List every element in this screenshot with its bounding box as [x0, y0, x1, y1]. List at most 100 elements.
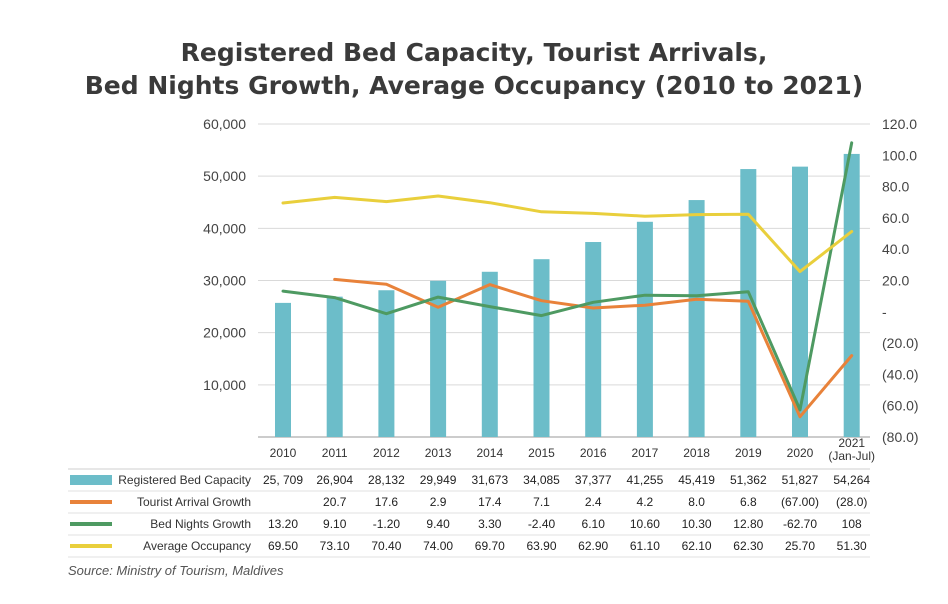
x-tick-label: 2021 (Jan-Jul) — [828, 436, 875, 463]
x-tick-label-line: 2011 — [322, 446, 348, 460]
bar — [843, 153, 860, 438]
bar — [430, 280, 447, 437]
table-cell: 7.1 — [533, 495, 550, 509]
table-cell: 62.10 — [682, 539, 712, 553]
table-cell: 10.30 — [682, 517, 712, 531]
bar — [275, 302, 291, 437]
table-cell: 29,949 — [420, 473, 457, 487]
table-cell: 45,419 — [678, 473, 715, 487]
table-cell: 108 — [842, 517, 862, 531]
x-tick-label-line: 2020 — [787, 446, 814, 460]
left-tick-label: 50,000 — [203, 168, 246, 184]
table-cell: 4.2 — [637, 495, 654, 509]
table-row-label: Registered Bed Capacity — [118, 473, 251, 487]
x-tick-label: 2012 — [373, 446, 400, 460]
right-tick-label: (20.0) — [882, 335, 919, 351]
x-tick-label: 2019 — [735, 446, 762, 460]
right-tick-label: (60.0) — [882, 398, 919, 414]
table-cell: 69.50 — [268, 539, 298, 553]
table-row-label: Tourist Arrival Growth — [137, 495, 251, 509]
table-cell: 17.6 — [375, 495, 399, 509]
right-tick-label: 100.0 — [882, 147, 917, 163]
table-cell: 62.90 — [578, 539, 608, 553]
gridlines — [258, 123, 870, 438]
x-tick-label: 2016 — [580, 446, 607, 460]
chart-title-line2: Bed Nights Growth, Average Occupancy (20… — [84, 71, 864, 100]
table-cell: 25.70 — [785, 539, 815, 553]
x-tick-label-line: (Jan-Jul) — [828, 449, 875, 463]
table-row-label: Average Occupancy — [143, 539, 251, 553]
x-tick-label-line: 2015 — [528, 446, 555, 460]
table-cell: 9.40 — [426, 517, 450, 531]
x-tick-label: 2013 — [425, 446, 452, 460]
left-tick-label: 60,000 — [203, 116, 246, 132]
table-cell: 10.60 — [630, 517, 660, 531]
x-tick-label-line: 2019 — [735, 446, 762, 460]
bar — [636, 221, 653, 437]
x-tick-label: 2010 — [270, 446, 297, 460]
table-cell: 62.30 — [733, 539, 763, 553]
x-tick-label: 2011 — [322, 446, 348, 460]
left-tick-label: 10,000 — [203, 377, 246, 393]
right-axis: (80.0) (60.0) (40.0) (20.0) - 20.0 40.0 60.0 80.… — [882, 116, 919, 445]
right-tick-label: 40.0 — [882, 241, 909, 257]
table-cell: 69.70 — [475, 539, 505, 553]
table-cell: -62.70 — [783, 517, 817, 531]
x-tick-label-line: 2010 — [270, 446, 297, 460]
left-tick-label: 30,000 — [203, 273, 246, 289]
right-tick-label: (40.0) — [882, 366, 919, 382]
x-tick-label-line: 2014 — [476, 446, 503, 460]
x-tick-label-line: 2017 — [632, 446, 659, 460]
left-tick-label: 20,000 — [203, 325, 246, 341]
table-cell: 13.20 — [268, 517, 298, 531]
table-cell: 51,827 — [782, 473, 819, 487]
table-cell: 73.10 — [320, 539, 350, 553]
chart-title: Registered Bed Capacity, Tourist Arrival… — [0, 36, 948, 102]
table-cell: 41,255 — [627, 473, 664, 487]
left-tick-label: 40,000 — [203, 220, 246, 236]
bar — [585, 242, 602, 437]
table-row-label: Bed Nights Growth — [150, 517, 251, 531]
table-cell: (67.00) — [781, 495, 819, 509]
table-cell: 9.10 — [323, 517, 347, 531]
x-axis: 2010 2011 2012 2013 2014 2015 2016 2017 2018 2019… — [270, 436, 875, 463]
series-line — [281, 194, 854, 274]
bar — [792, 166, 808, 438]
table-cell: 8.0 — [688, 495, 705, 509]
right-tick-label: - — [882, 304, 887, 320]
x-tick-label: 2018 — [683, 446, 710, 460]
bar — [326, 296, 343, 437]
table-cell: -1.20 — [373, 517, 401, 531]
x-tick-label-line: 2021 — [838, 436, 865, 450]
right-tick-label: 120.0 — [882, 116, 917, 132]
table-cell: 51,362 — [730, 473, 767, 487]
table-cell: -2.40 — [528, 517, 556, 531]
table-cell: 63.90 — [526, 539, 556, 553]
table-cell: 51.30 — [837, 539, 867, 553]
right-tick-label: 20.0 — [882, 273, 909, 289]
x-tick-label: 2017 — [632, 446, 659, 460]
right-tick-label: 60.0 — [882, 210, 909, 226]
table-cell: (28.0) — [836, 495, 867, 509]
series-line — [281, 141, 854, 412]
x-tick-label-line: 2012 — [373, 446, 400, 460]
table-cell: 61.10 — [630, 539, 660, 553]
table-cell: 31,673 — [471, 473, 508, 487]
legend-key — [70, 475, 112, 485]
table-cell: 26,904 — [316, 473, 353, 487]
table-cell: 34,085 — [523, 473, 560, 487]
x-tick-label-line: 2016 — [580, 446, 607, 460]
table-cell: 6.8 — [740, 495, 757, 509]
right-tick-label: (80.0) — [882, 429, 919, 445]
table-cell: 70.40 — [371, 539, 401, 553]
chart-title-line1: Registered Bed Capacity, Tourist Arrival… — [180, 38, 768, 67]
bar — [688, 200, 705, 437]
table-cell: 12.80 — [733, 517, 763, 531]
table-cell: 3.30 — [478, 517, 502, 531]
x-tick-label: 2015 — [528, 446, 555, 460]
bar — [533, 259, 550, 437]
table-cell: 28,132 — [368, 473, 405, 487]
table-cell: 37,377 — [575, 473, 612, 487]
table-cell: 6.10 — [582, 517, 606, 531]
